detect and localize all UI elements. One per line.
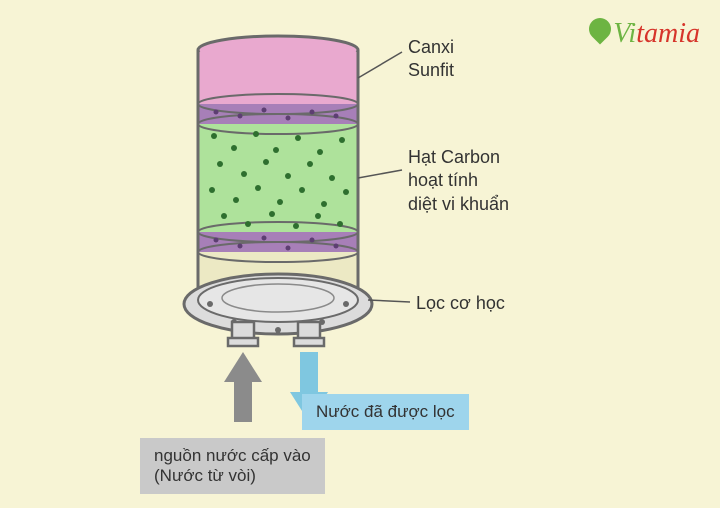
filter-cylinder [184, 36, 372, 346]
label-mechanical: Lọc cơ học [416, 292, 505, 315]
logo-part1: Vi [613, 18, 636, 49]
leader-lines [358, 52, 410, 302]
filter-diagram [0, 0, 720, 508]
leaf-icon [585, 13, 616, 44]
label-canxi-sunfit: Canxi Sunfit [408, 36, 454, 83]
inlet-arrow [224, 352, 262, 422]
brand-logo: Vitamia [589, 18, 700, 50]
box-water-source: nguồn nước cấp vào (Nước từ vòi) [140, 438, 325, 494]
logo-part2: tamia [636, 18, 700, 49]
label-carbon: Hạt Carbon hoạt tính diệt vi khuẩn [408, 146, 509, 216]
box-filtered-water: Nước đã được lọc [302, 394, 469, 430]
